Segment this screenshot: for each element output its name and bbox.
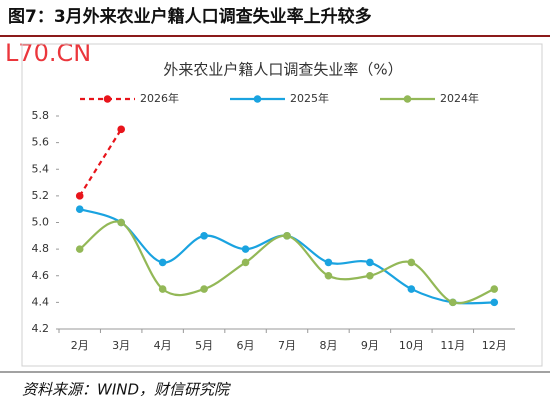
data-point <box>241 258 250 267</box>
data-point <box>324 258 333 267</box>
x-tick-label: 4月 <box>154 339 172 352</box>
legend-label: 2025年 <box>290 91 329 105</box>
y-tick-label: 4.2 <box>32 322 50 335</box>
x-tick-label: 8月 <box>319 339 337 352</box>
data-point <box>283 232 291 240</box>
data-point <box>241 245 250 253</box>
data-point <box>366 258 374 267</box>
legend-label: 2026年 <box>140 91 179 105</box>
y-tick-label: 5.6 <box>32 136 50 149</box>
data-point <box>158 258 167 267</box>
data-point <box>449 298 457 307</box>
data-point <box>117 125 125 134</box>
y-tick-label: 5.8 <box>32 109 50 122</box>
x-tick-label: 10月 <box>399 339 424 352</box>
data-point <box>200 232 208 240</box>
page-title: 图7：3月外来农业户籍人口调查失业率上升较多 <box>8 6 372 27</box>
data-point <box>75 192 84 200</box>
data-point <box>490 285 499 293</box>
data-point <box>490 298 499 307</box>
y-tick-label: 4.8 <box>32 242 50 255</box>
chart-frame <box>21 43 543 367</box>
chart-title: 外来农业户籍人口调查失业率（%） <box>163 61 402 79</box>
data-point <box>75 245 84 253</box>
source-note: 资料来源：WIND，财信研究院 <box>22 381 231 399</box>
watermark: L70.CN <box>5 39 91 67</box>
data-point <box>407 258 416 267</box>
data-point <box>324 271 333 280</box>
data-point <box>407 285 416 293</box>
y-tick-label: 4.6 <box>32 269 50 282</box>
legend-marker <box>253 95 262 103</box>
legend-marker <box>103 95 112 103</box>
y-tick-label: 4.4 <box>32 295 50 308</box>
legend-label: 2024年 <box>440 91 479 105</box>
x-tick-label: 2月 <box>71 339 89 352</box>
x-tick-label: 7月 <box>278 339 296 352</box>
y-tick-label: 5.4 <box>32 162 50 175</box>
data-point <box>366 271 374 280</box>
x-tick-label: 3月 <box>112 339 130 352</box>
y-tick-label: 5.2 <box>32 189 50 202</box>
legend-marker <box>403 95 412 103</box>
data-point <box>117 218 125 227</box>
x-tick-label: 6月 <box>237 339 255 352</box>
series-line <box>78 128 123 197</box>
x-tick-label: 12月 <box>482 339 507 352</box>
y-tick-label: 5.0 <box>32 216 50 229</box>
x-tick-label: 11月 <box>440 339 465 352</box>
x-tick-label: 5月 <box>195 339 213 352</box>
data-point <box>75 205 84 213</box>
x-tick-label: 9月 <box>361 339 379 352</box>
data-point <box>158 285 167 293</box>
data-point <box>200 285 208 293</box>
